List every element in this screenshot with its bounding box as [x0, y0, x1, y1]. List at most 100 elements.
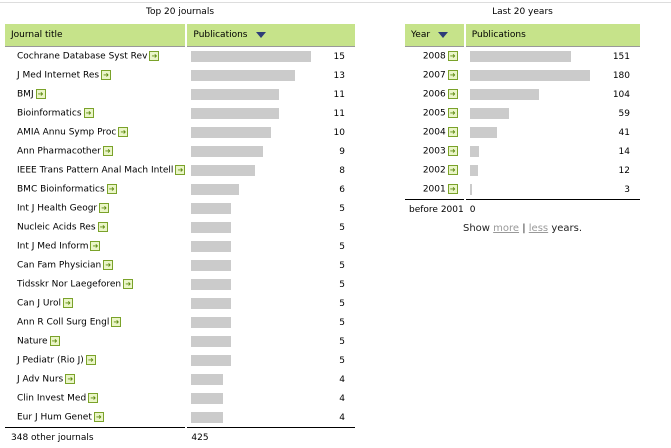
publication-bar: [191, 70, 296, 81]
green-arrow-icon[interactable]: ➜: [447, 127, 458, 138]
publication-bar: [469, 165, 478, 176]
year-header[interactable]: Year: [405, 24, 464, 47]
green-arrow-icon[interactable]: ➜: [106, 184, 117, 195]
journal-title-header[interactable]: Journal title: [5, 24, 186, 47]
journal-row: Ann Pharmacother ➜ 9: [5, 142, 355, 161]
journal-row: AMIA Annu Symp Proc ➜ 10: [5, 123, 355, 142]
publication-bar: [191, 51, 312, 62]
publication-count: 5: [339, 260, 345, 271]
green-arrow-icon[interactable]: ➜: [88, 393, 99, 404]
green-arrow-icon[interactable]: ➜: [447, 89, 458, 100]
green-arrow-icon[interactable]: ➜: [49, 336, 60, 347]
publication-bar: [191, 412, 224, 423]
publication-count: 5: [339, 298, 345, 309]
publication-bar: [469, 146, 479, 157]
year-row: 2004 ➜ 41: [405, 123, 640, 142]
row-label: Bioinformatics ➜: [5, 104, 185, 123]
row-label: Eur J Hum Genet ➜: [5, 408, 185, 427]
row-label: Cochrane Database Syst Rev ➜: [5, 47, 185, 66]
publication-count: 3: [624, 184, 630, 195]
publication-bar: [191, 127, 272, 138]
green-arrow-icon[interactable]: ➜: [102, 146, 113, 157]
year-row: 2005 ➜ 59: [405, 104, 640, 123]
bar-cell: [187, 275, 311, 294]
publication-count: 8: [339, 165, 345, 176]
bar-cell: [187, 351, 311, 370]
publication-bar: [469, 108, 509, 119]
green-arrow-icon[interactable]: ➜: [90, 241, 101, 252]
green-arrow-icon[interactable]: ➜: [447, 70, 458, 81]
publication-bar: [191, 317, 232, 328]
bar-cell: [187, 47, 312, 66]
publication-bar: [469, 184, 472, 195]
show-more-less: Show more | less years.: [462, 223, 583, 234]
bar-cell: [466, 180, 606, 199]
publication-count: 11: [333, 108, 345, 119]
journal-row: Int J Health Geogr ➜ 5: [5, 199, 355, 218]
bar-cell: [187, 161, 311, 180]
journal-row: J Med Internet Res ➜ 13: [5, 66, 355, 85]
green-arrow-icon[interactable]: ➜: [97, 222, 108, 233]
before-2001-value: 0: [465, 199, 640, 219]
bar-cell: [466, 142, 606, 161]
bar-cell: [187, 313, 311, 332]
green-arrow-icon[interactable]: ➜: [447, 146, 458, 157]
publication-count: 4: [339, 412, 345, 423]
green-arrow-icon[interactable]: ➜: [103, 260, 114, 271]
row-label: 2004 ➜: [405, 123, 464, 142]
publication-bar: [191, 203, 232, 214]
bar-cell: [466, 104, 606, 123]
green-arrow-icon[interactable]: ➜: [447, 51, 458, 62]
year-publications-header[interactable]: Publications: [465, 24, 640, 47]
publication-count: 14: [618, 146, 630, 157]
green-arrow-icon[interactable]: ➜: [111, 317, 122, 328]
journal-row: Nucleic Acids Res ➜ 5: [5, 218, 355, 237]
green-arrow-icon[interactable]: ➜: [62, 298, 73, 309]
row-label: Ann R Coll Surg Engl ➜: [5, 313, 185, 332]
publication-count: 4: [339, 374, 345, 385]
year-row: 2003 ➜ 14: [405, 142, 640, 161]
green-arrow-icon[interactable]: ➜: [85, 355, 96, 366]
green-arrow-icon[interactable]: ➜: [175, 165, 186, 176]
year-row: 2008 ➜ 151: [405, 47, 640, 66]
publication-count: 13: [333, 70, 345, 81]
green-arrow-icon[interactable]: ➜: [118, 127, 129, 138]
publication-count: 5: [339, 203, 345, 214]
green-arrow-icon[interactable]: ➜: [123, 279, 134, 290]
row-label: Nucleic Acids Res ➜: [5, 218, 185, 237]
green-arrow-icon[interactable]: ➜: [149, 51, 160, 62]
green-arrow-icon[interactable]: ➜: [35, 89, 46, 100]
bar-cell: [466, 123, 606, 142]
row-label: J Med Internet Res ➜: [5, 66, 185, 85]
green-arrow-icon[interactable]: ➜: [65, 374, 76, 385]
bar-cell: [187, 294, 311, 313]
green-arrow-icon[interactable]: ➜: [447, 184, 458, 195]
publication-count: 5: [339, 222, 345, 233]
green-arrow-icon[interactable]: ➜: [93, 412, 104, 423]
row-label: 2007 ➜: [405, 66, 464, 85]
publication-count: 5: [339, 317, 345, 328]
green-arrow-icon[interactable]: ➜: [83, 108, 94, 119]
more-link[interactable]: more: [493, 223, 520, 234]
green-arrow-icon[interactable]: ➜: [447, 165, 458, 176]
publication-count: 41: [618, 127, 630, 138]
less-link[interactable]: less: [528, 223, 549, 234]
journal-row: J Adv Nurs ➜ 4: [5, 370, 355, 389]
year-row: 2001 ➜ 3: [405, 180, 640, 199]
row-label: Int J Med Inform ➜: [5, 237, 185, 256]
publication-count: 59: [618, 108, 630, 119]
journal-row: Eur J Hum Genet ➜ 4: [5, 408, 355, 427]
journal-publications-header[interactable]: Publications: [187, 24, 355, 47]
bar-cell: [187, 370, 311, 389]
before-2001-label: before 2001: [405, 199, 464, 219]
bar-cell: [187, 332, 311, 351]
green-arrow-icon[interactable]: ➜: [101, 70, 112, 81]
row-label: Int J Health Geogr ➜: [5, 199, 185, 218]
row-label: Can J Urol ➜: [5, 294, 185, 313]
publication-bar: [191, 374, 224, 385]
row-label: Ann Pharmacother ➜: [5, 142, 185, 161]
green-arrow-icon[interactable]: ➜: [447, 108, 458, 119]
journal-row: Nature ➜ 5: [5, 332, 355, 351]
journal-row: Ann R Coll Surg Engl ➜ 5: [5, 313, 355, 332]
green-arrow-icon[interactable]: ➜: [99, 203, 110, 214]
